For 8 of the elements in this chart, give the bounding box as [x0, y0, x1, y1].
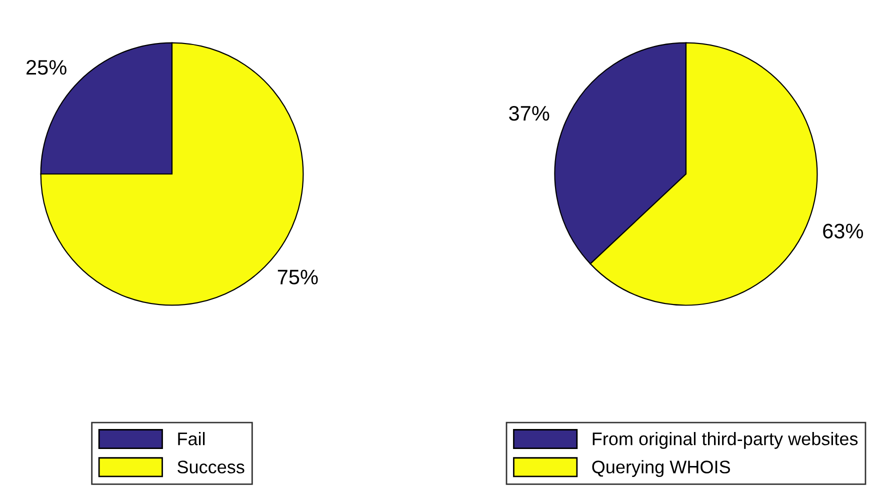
legend-label: Success [178, 460, 244, 474]
data-label: 37% [509, 106, 550, 121]
data-label: 25% [26, 60, 66, 75]
legend-label: Fail [178, 432, 205, 446]
data-label: 75% [278, 270, 318, 284]
legend-label: Querying WHOIS [592, 460, 730, 477]
data-label: 63% [823, 224, 864, 238]
legend-label: From original third-party websites [592, 432, 858, 449]
